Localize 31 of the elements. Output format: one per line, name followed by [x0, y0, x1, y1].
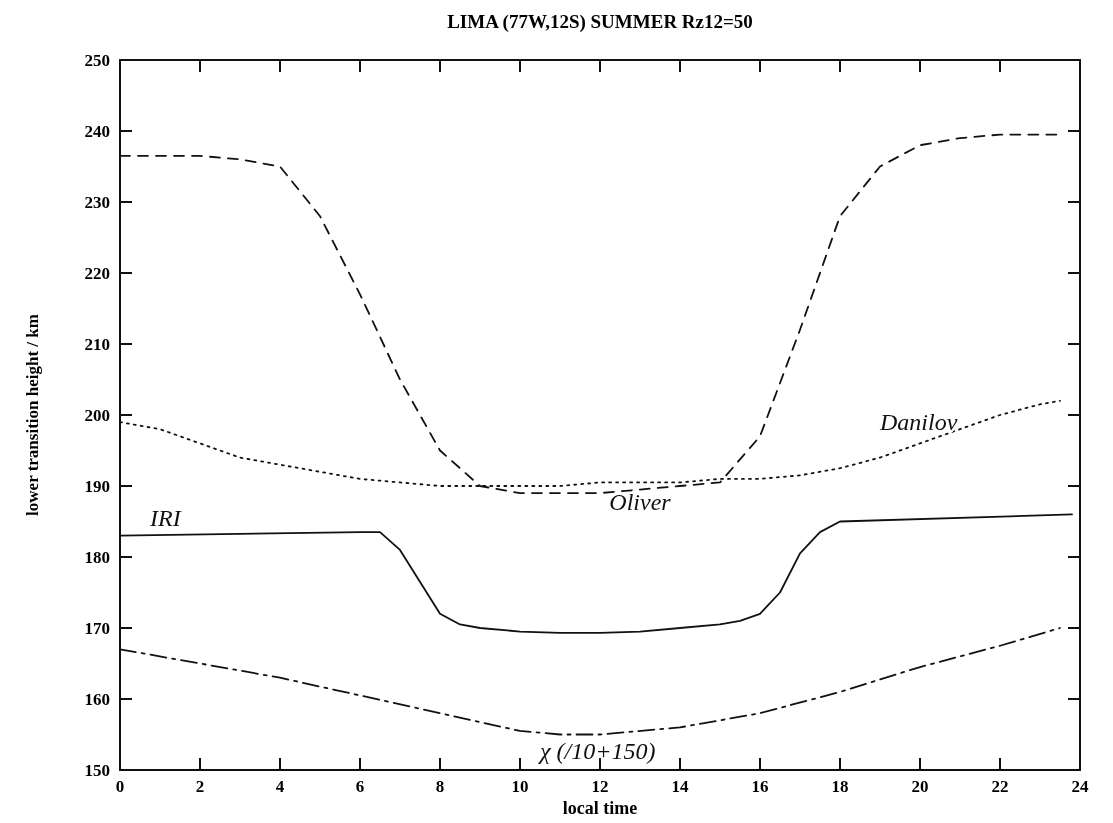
y-tick-label: 160	[84, 690, 110, 709]
y-axis-title: lower transition height / km	[23, 314, 42, 516]
y-tick-label: 210	[84, 335, 110, 354]
y-tick-label: 250	[84, 51, 110, 70]
y-tick-label: 230	[84, 193, 110, 212]
x-tick-label: 16	[751, 777, 769, 796]
x-tick-label: 12	[591, 777, 609, 796]
series-label: Danilov	[879, 408, 958, 435]
x-tick-label: 2	[195, 777, 205, 796]
y-tick-label: 240	[84, 122, 110, 141]
series-label: χ (/10+150)	[538, 737, 656, 764]
y-tick-label: 170	[84, 619, 110, 638]
x-tick-label: 0	[115, 777, 125, 796]
x-tick-label: 10	[511, 777, 529, 796]
y-tick-label: 180	[84, 548, 110, 567]
y-tick-label: 220	[84, 264, 110, 283]
x-tick-label: 18	[831, 777, 849, 796]
x-axis-title: local time	[562, 798, 638, 818]
y-tick-label: 190	[84, 477, 110, 496]
y-tick-label: 200	[84, 406, 110, 425]
x-tick-label: 6	[355, 777, 365, 796]
x-tick-label: 8	[435, 777, 445, 796]
chart-title: LIMA (77W,12S) SUMMER Rz12=50	[447, 11, 753, 33]
y-tick-label: 150	[84, 761, 110, 780]
x-tick-label: 24	[1071, 777, 1089, 796]
series-label: Oliver	[609, 488, 672, 515]
x-tick-label: 14	[671, 777, 689, 796]
series-label: IRI	[149, 504, 182, 531]
x-tick-label: 20	[911, 777, 929, 796]
x-tick-label: 22	[991, 777, 1009, 796]
x-tick-label: 4	[275, 777, 285, 796]
